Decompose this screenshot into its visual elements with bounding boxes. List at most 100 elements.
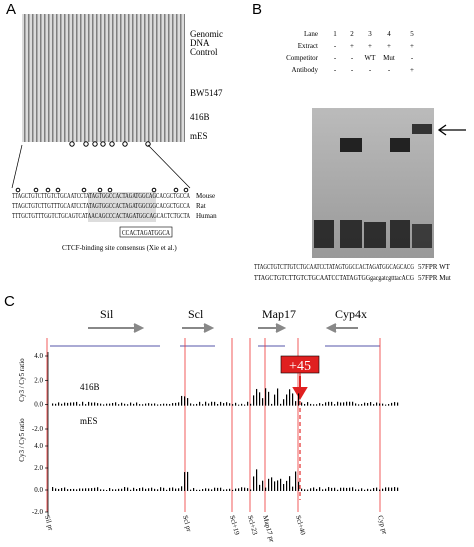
- signal-bar: [367, 488, 369, 491]
- signal-bar: [82, 488, 84, 491]
- label: Mut: [383, 54, 395, 62]
- label: C: [4, 293, 15, 310]
- label: Sil pr: [43, 514, 55, 532]
- label: Extract: [298, 42, 318, 50]
- label: Control: [190, 47, 218, 57]
- signal-bar: [202, 489, 204, 491]
- label: 5: [410, 30, 414, 38]
- signal-bar: [274, 481, 276, 491]
- label: +: [368, 42, 372, 50]
- signal-bar: [367, 403, 369, 406]
- signal-bar: [334, 487, 336, 491]
- label: Scl: [188, 307, 204, 321]
- signal-bar: [172, 487, 174, 491]
- signal-bar: [316, 404, 318, 406]
- signal-bar: [55, 403, 57, 406]
- signal-bar: [259, 392, 261, 406]
- signal-bar: [271, 403, 273, 406]
- signal-bar: [280, 403, 282, 406]
- circle: [69, 141, 75, 147]
- gel-overlay: [22, 14, 185, 142]
- signal-bar: [382, 488, 384, 491]
- signal-bar: [193, 487, 195, 491]
- signal-bar: [196, 489, 198, 491]
- signal-bar: [283, 399, 285, 406]
- signal-bar: [181, 486, 183, 491]
- signal-bar: [349, 487, 351, 491]
- band: [364, 222, 386, 248]
- signal-bar: [280, 478, 282, 491]
- signal-bar: [166, 403, 168, 406]
- signal-bar: [202, 404, 204, 406]
- label: +: [350, 42, 354, 50]
- signal-bar: [385, 404, 387, 406]
- label: Cyp pr: [376, 514, 389, 535]
- label: TTTGCTGTTTGGTCTGCAGTCATAACAGCCCACTAGATGG…: [12, 212, 190, 220]
- label: 0.0: [34, 401, 43, 409]
- circles: [15, 141, 189, 193]
- label: Scl+40: [294, 514, 307, 536]
- signal-bar: [196, 403, 198, 406]
- label: -: [411, 54, 414, 62]
- circle: [173, 187, 179, 193]
- signal-bar: [307, 489, 309, 491]
- signal-bar: [226, 402, 228, 406]
- signal-bar: [157, 404, 159, 406]
- circle: [81, 187, 87, 193]
- signal-bar: [385, 487, 387, 491]
- signal-bar: [199, 489, 201, 491]
- signal-bar: [253, 476, 255, 491]
- label: Scl+23: [246, 514, 259, 536]
- signal-bar: [298, 393, 300, 406]
- signal-bar: [397, 487, 399, 491]
- label: A: [6, 1, 16, 18]
- signal-bar: [133, 487, 135, 491]
- signal-bar: [115, 402, 117, 406]
- signal-bar: [178, 488, 180, 491]
- signal-bar: [145, 488, 147, 491]
- signal-bar: [124, 403, 126, 406]
- signal-bar: [61, 403, 63, 406]
- signal-bar: [328, 487, 330, 491]
- label: CTCF-binding site consensus (Xie et al.): [62, 244, 177, 252]
- signal-bar: [109, 487, 111, 491]
- band: [390, 220, 410, 248]
- label: -: [334, 54, 337, 62]
- label: 4.0: [34, 352, 43, 360]
- label: Map17 pr: [261, 514, 276, 542]
- signal-bar: [316, 488, 318, 491]
- signal-bar: [52, 487, 54, 491]
- label: DNA: [190, 38, 210, 48]
- label: 57FPR Mut: [418, 274, 451, 282]
- signal-bar: [175, 488, 177, 491]
- label: Genomic: [190, 29, 223, 39]
- signal-bar: [244, 404, 246, 406]
- signal-bar: [337, 401, 339, 406]
- signal-bar: [379, 489, 381, 491]
- signal-bar: [334, 404, 336, 406]
- zoom-line: [11, 144, 23, 189]
- signal-bar: [361, 404, 363, 406]
- signal-bar: [391, 487, 393, 491]
- signal-bar: [163, 403, 165, 406]
- signal-bar: [211, 401, 213, 406]
- signal-bar: [232, 489, 234, 491]
- signal-bar: [328, 401, 330, 406]
- signal-bar: [247, 488, 249, 491]
- label: 2.0: [34, 464, 43, 472]
- label: -: [369, 66, 372, 74]
- label: Sil: [100, 307, 114, 321]
- label: TTAGCTGTCTTGTCTGCAATCCTATAGTGGgacgatcgtt…: [254, 274, 414, 282]
- signal-bar: [184, 472, 186, 491]
- signal-bar: [238, 404, 240, 406]
- signal-bar: [85, 404, 87, 406]
- signal-bar: [370, 489, 372, 491]
- signal-bar: [181, 395, 183, 406]
- label: 2.0: [34, 376, 43, 384]
- signal-bar: [373, 487, 375, 491]
- circle: [122, 141, 128, 147]
- label: TTAGCTGTCTTGTCTGCAATCCTATAGTGGCCACTAGATG…: [254, 263, 414, 271]
- band: [412, 124, 432, 134]
- circle: [97, 187, 103, 193]
- signal-bar: [139, 488, 141, 491]
